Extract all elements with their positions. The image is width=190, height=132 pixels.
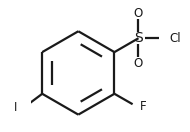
Text: S: S	[134, 31, 143, 45]
Text: I: I	[13, 101, 17, 114]
Text: Cl: Cl	[170, 32, 181, 45]
Text: O: O	[134, 7, 143, 20]
Text: O: O	[134, 57, 143, 70]
Text: F: F	[140, 100, 146, 113]
